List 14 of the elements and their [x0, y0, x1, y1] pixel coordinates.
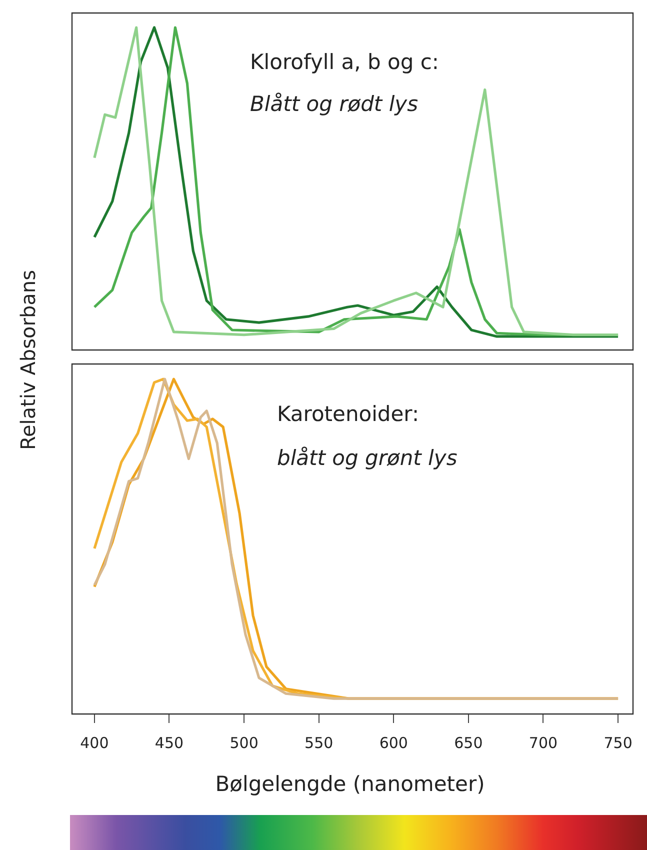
x-axis-title: Bølgelengde (nanometer) — [215, 772, 485, 796]
x-tick-label: 650 — [454, 734, 483, 752]
annotation: blått og grønt lys — [277, 446, 458, 470]
x-tick-label: 700 — [528, 734, 558, 752]
y-axis-title: Relativ Absorbans — [16, 270, 40, 450]
x-tick-label: 400 — [80, 734, 109, 752]
x-tick-label: 750 — [604, 734, 632, 752]
x-tick-label: 500 — [230, 734, 258, 752]
annotation: Karotenoider: — [277, 402, 420, 426]
annotation: Klorofyll a, b og c: — [250, 50, 439, 74]
x-tick-label: 550 — [304, 734, 334, 752]
x-tick-label: 450 — [154, 734, 184, 752]
annotation: Blått og rødt lys — [250, 92, 418, 116]
x-tick-label: 600 — [379, 734, 408, 752]
